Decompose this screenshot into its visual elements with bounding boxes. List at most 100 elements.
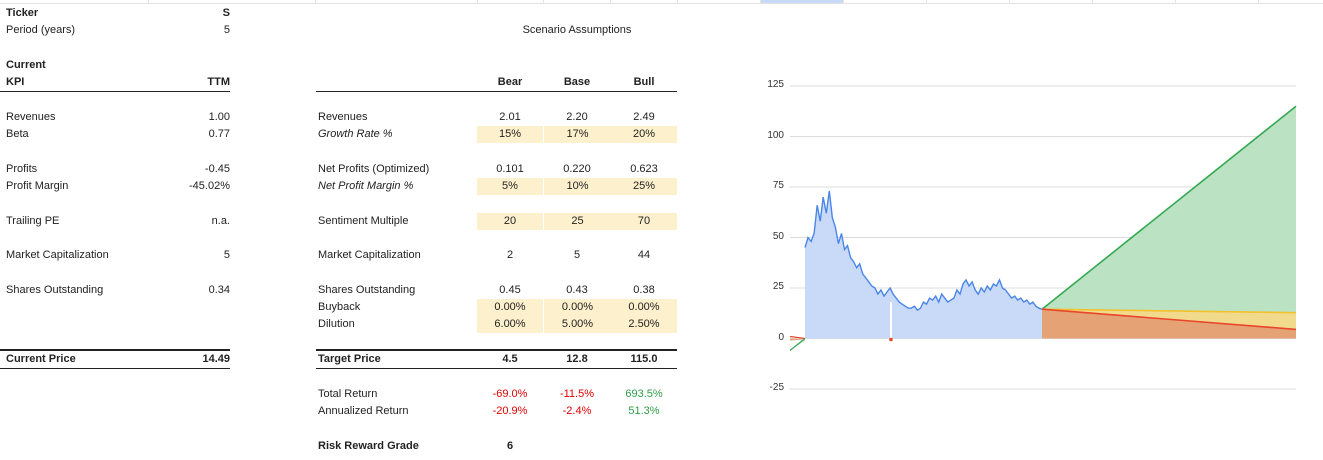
scenario-bear-input[interactable]: 20	[477, 213, 543, 230]
y-tick-label: 50	[772, 230, 784, 242]
bull-projection-area	[1042, 106, 1296, 339]
target-price-bull[interactable]: 115.0	[630, 353, 658, 365]
scenario-bull-cell[interactable]: 2.49	[633, 111, 655, 123]
price-underline-right	[316, 368, 677, 369]
total-return-base[interactable]: -11.5%	[559, 388, 595, 400]
scenario-row-label: Net Profit Margin %	[318, 180, 414, 192]
scenario-bear-cell[interactable]: 2.01	[499, 111, 521, 123]
y-tick-label: 25	[772, 281, 784, 292]
scenario-bear-cell[interactable]: 2	[506, 249, 514, 261]
kpi-row-label: Beta	[6, 128, 29, 140]
scenario-bull-cell[interactable]: 44	[637, 249, 651, 261]
kpi-row-value[interactable]: 1.00	[208, 111, 230, 123]
scenario-bear-cell[interactable]: 0.101	[496, 163, 524, 175]
price-rule-right	[316, 349, 677, 351]
risk-reward-value[interactable]: 6	[506, 440, 514, 452]
history-line	[804, 190, 1043, 312]
kpi-row-value[interactable]: n.a.	[211, 215, 230, 227]
scenario-row-label: Sentiment Multiple	[318, 215, 409, 227]
ticker-label: Ticker	[6, 7, 39, 19]
total-return-label: Total Return	[318, 388, 378, 400]
kpi-row-value[interactable]: 0.34	[208, 284, 230, 296]
scenario-base-input[interactable]: 5.00%	[544, 316, 611, 333]
risk-reward-label: Risk Reward Grade	[318, 440, 419, 452]
target-price-base[interactable]: 12.8	[566, 353, 588, 365]
kpi-row-label: Market Capitalization	[6, 249, 109, 261]
header-rule-right	[316, 91, 677, 92]
scenario-bull-cell[interactable]: 0.38	[633, 284, 655, 296]
scenario-bull-cell[interactable]: 0.623	[630, 163, 658, 175]
annualized-return-bull[interactable]: 51.3%	[628, 405, 660, 417]
scenario-bull-input[interactable]: 0.00%	[611, 299, 677, 316]
y-tick-label: 0	[778, 331, 784, 343]
scenario-base-cell[interactable]: 2.20	[566, 111, 588, 123]
bull-header: Bull	[633, 76, 655, 88]
kpi-row-value[interactable]: -0.45	[204, 163, 230, 175]
scenario-base-input[interactable]: 10%	[544, 178, 611, 195]
annualized-return-base[interactable]: -2.4%	[562, 405, 592, 417]
origin-bear-line	[789, 335, 806, 340]
ticker-value[interactable]: S	[222, 7, 230, 19]
price-underline-left	[0, 368, 230, 369]
scenario-row-label: Buyback	[318, 301, 361, 313]
kpi-row-label: Trailing PE	[6, 215, 60, 227]
kpi-row-value[interactable]: 5	[223, 249, 230, 261]
kpi-row-label: Shares Outstanding	[6, 284, 104, 296]
current-price-value[interactable]: 14.49	[202, 353, 230, 365]
target-price-label: Target Price	[318, 353, 381, 365]
base-projection-line	[1041, 308, 1297, 314]
scenario-base-cell[interactable]: 0.43	[566, 284, 588, 296]
scenario-base-input[interactable]: 0.00%	[544, 299, 611, 316]
bear-header: Bear	[497, 76, 523, 88]
kpi-row-value[interactable]: -45.02%	[189, 180, 230, 192]
ttm-header: TTM	[207, 76, 230, 88]
y-tick-label: -25	[769, 382, 784, 393]
origin-bull-line	[789, 338, 806, 351]
scenario-base-cell[interactable]: 5	[573, 249, 581, 261]
total-return-bull[interactable]: 693.5%	[625, 388, 663, 400]
kpi-row-label: Profit Margin	[6, 180, 69, 192]
scenario-row-label: Revenues	[318, 111, 368, 123]
scenario-bear-cell[interactable]: 0.45	[499, 284, 521, 296]
kpi-header: KPI	[6, 76, 25, 88]
period-value[interactable]: 5	[223, 24, 230, 36]
history-area	[805, 191, 1042, 339]
base-header: Base	[563, 76, 591, 88]
target-price-bear[interactable]: 4.5	[502, 353, 518, 365]
scenario-title: Scenario Assumptions	[522, 24, 632, 36]
price-rule-left	[0, 349, 230, 351]
scenario-bear-input[interactable]: 15%	[477, 126, 543, 143]
scenario-bull-input[interactable]: 2.50%	[611, 316, 677, 333]
header-rule-left	[0, 91, 230, 92]
current-label: Current	[6, 59, 46, 71]
period-label: Period (years)	[6, 24, 76, 36]
scenario-bull-input[interactable]: 70	[611, 213, 677, 230]
bull-projection-line	[1041, 105, 1297, 310]
scenario-row-label: Net Profits (Optimized)	[318, 163, 430, 175]
kpi-row-label: Profits	[6, 163, 38, 175]
annualized-return-label: Annualized Return	[318, 405, 409, 417]
annualized-return-bear[interactable]: -20.9%	[492, 405, 528, 417]
scenario-base-cell[interactable]: 0.220	[563, 163, 591, 175]
y-tick-label: 125	[767, 79, 784, 90]
scenario-row-label: Dilution	[318, 318, 355, 330]
scenario-bull-input[interactable]: 25%	[611, 178, 677, 195]
history-dot-marker	[889, 337, 893, 342]
scenario-base-input[interactable]: 17%	[544, 126, 611, 143]
bear-projection-line	[1041, 308, 1297, 331]
kpi-row-value[interactable]: 0.77	[208, 128, 230, 140]
current-price-label: Current Price	[6, 353, 76, 365]
scenario-bear-input[interactable]: 0.00%	[477, 299, 543, 316]
total-return-bear[interactable]: -69.0%	[492, 388, 528, 400]
scenario-row-label: Market Capitalization	[318, 249, 421, 261]
scenario-row-label: Shares Outstanding	[318, 284, 416, 296]
scenario-bear-input[interactable]: 6.00%	[477, 316, 543, 333]
bear-projection-area	[1042, 309, 1296, 339]
y-tick-label: 100	[767, 129, 784, 141]
scenario-base-input[interactable]: 25	[544, 213, 611, 230]
scenario-bull-input[interactable]: 20%	[611, 126, 677, 143]
y-tick-label: 75	[772, 180, 784, 191]
scenario-row-label: Growth Rate %	[318, 128, 393, 140]
scenario-bear-input[interactable]: 5%	[477, 178, 543, 195]
